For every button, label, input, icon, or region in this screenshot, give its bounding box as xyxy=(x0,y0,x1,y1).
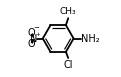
Text: O: O xyxy=(28,28,35,38)
Text: NH₂: NH₂ xyxy=(81,33,100,44)
Text: −: − xyxy=(33,25,39,31)
Text: O: O xyxy=(28,39,35,49)
Text: Cl: Cl xyxy=(63,60,73,70)
Text: CH₃: CH₃ xyxy=(59,7,76,16)
Text: +: + xyxy=(35,32,40,37)
Text: N: N xyxy=(30,33,38,44)
